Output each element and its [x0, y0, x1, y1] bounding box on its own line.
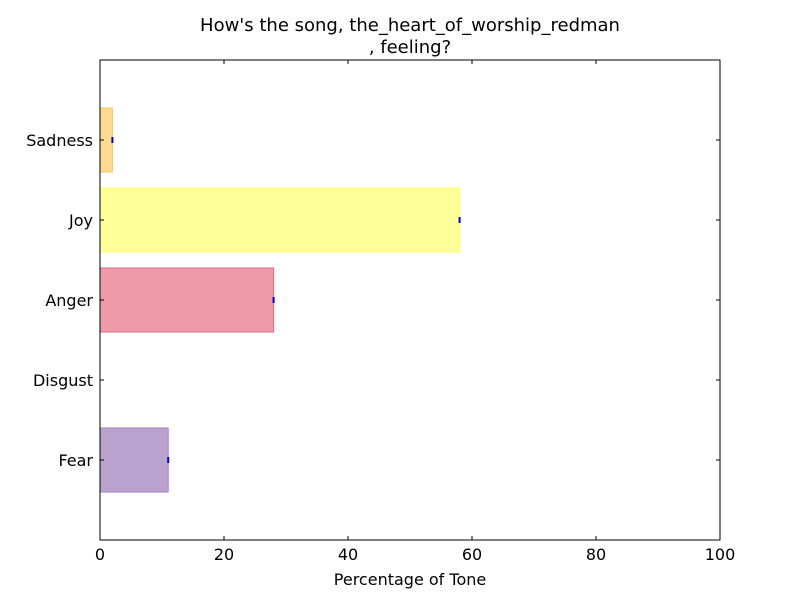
- x-tick-label-20: 20: [214, 545, 234, 564]
- bars-layer: [99, 107, 461, 493]
- value-marker-joy: [458, 217, 461, 223]
- chart-title-line-2: , feeling?: [369, 37, 451, 58]
- bar-anger: [99, 267, 275, 333]
- chart-title-line-1: How's the song, the_heart_of_worship_red…: [200, 15, 620, 36]
- x-tick-label-0: 0: [95, 545, 105, 564]
- value-marker-fear: [167, 457, 170, 463]
- x-axis-label: Percentage of Tone: [334, 570, 486, 589]
- y-tick-label-anger: Anger: [45, 291, 93, 310]
- value-marker-anger: [272, 297, 275, 303]
- y-tick-label-disgust: Disgust: [33, 371, 93, 390]
- value-marker-sadness: [111, 137, 114, 143]
- bar-joy: [99, 187, 461, 253]
- x-tick-label-80: 80: [586, 545, 606, 564]
- x-tick-label-60: 60: [462, 545, 482, 564]
- x-tick-label-100: 100: [705, 545, 736, 564]
- ticks-layer: Sadness Joy Anger Disgust Fear 0 20 40 60 80 100: [26, 60, 735, 564]
- x-tick-label-40: 40: [338, 545, 358, 564]
- y-tick-label-sadness: Sadness: [26, 131, 93, 150]
- bar-fear: [99, 427, 169, 493]
- y-tick-label-fear: Fear: [58, 451, 93, 470]
- y-tick-label-joy: Joy: [68, 211, 93, 230]
